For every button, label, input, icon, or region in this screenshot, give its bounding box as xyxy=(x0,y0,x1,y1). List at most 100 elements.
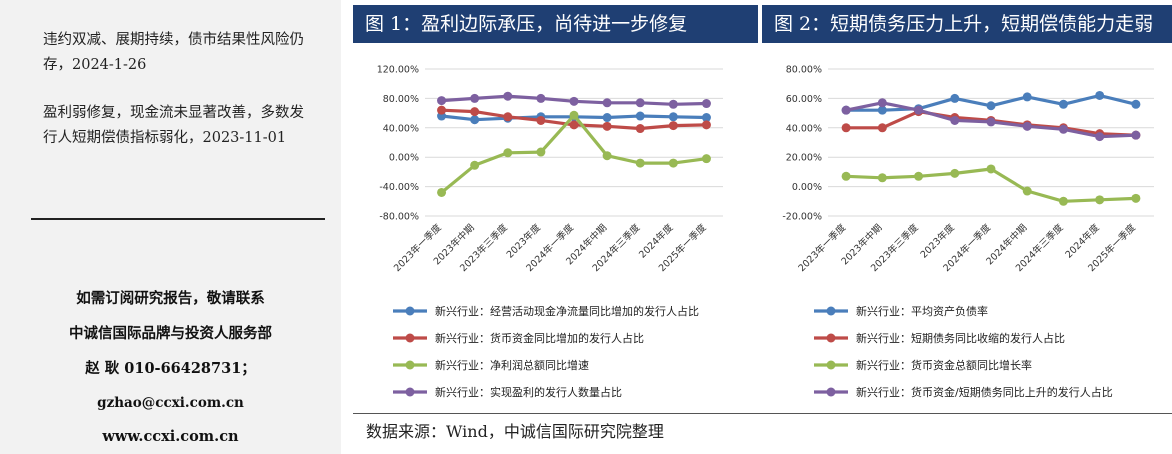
chart2-series-2-point xyxy=(841,123,851,133)
chart1-y-tick-label: 0.00% xyxy=(389,153,419,164)
chart1-legend-label: 新兴行业：货币资金同比增加的发行人占比 xyxy=(435,331,644,345)
chart1-series-3-point xyxy=(701,154,711,164)
chart1-series-2-point xyxy=(503,112,513,122)
chart2-series-1-point xyxy=(950,93,960,103)
chart2-x-tick-label: 2024年度 xyxy=(1063,221,1102,260)
chart2-series-4-point xyxy=(1058,124,1068,134)
source-note: 数据来源：Wind，中诚信国际研究院整理 xyxy=(366,422,664,441)
chart2-legend-marker xyxy=(826,387,836,397)
chart2-series-3-point xyxy=(1058,196,1068,206)
chart2-y-tick-label: 40.00% xyxy=(786,123,822,134)
chart1-series-4-point xyxy=(635,98,645,108)
chart1-series-2-point xyxy=(437,105,447,115)
chart2-series-4-point xyxy=(950,115,960,125)
chart2-series-3-point xyxy=(877,173,887,183)
chart1-series-2-point xyxy=(701,120,711,130)
chart2-series-1-point xyxy=(877,105,887,115)
chart2-series-3-point xyxy=(986,164,996,174)
chart-1: 120.00% 80.00% 40.00% 0.00% -40.00% -80.00%20… xyxy=(377,65,723,399)
chart1-series-3-point xyxy=(536,147,546,157)
chart2-series-3-point xyxy=(1022,186,1032,196)
chart1-legend-marker xyxy=(405,360,415,370)
chart2-series-1-point xyxy=(986,101,996,111)
source-rule xyxy=(353,413,1172,414)
chart2-legend-marker xyxy=(826,333,836,343)
sidebar: 违约双减、展期持续，债市结果性风险仍存，2024-1-26 盈利弱修复，现金流未… xyxy=(0,0,341,454)
chart2-series-1-point xyxy=(1058,99,1068,109)
chart1-series-1-point xyxy=(635,111,645,121)
chart1-series-3-point xyxy=(569,110,579,120)
chart1-series-4-point xyxy=(437,96,447,106)
news-item-1[interactable]: 违约双减、展期持续，债市结果性风险仍存，2024-1-26 xyxy=(43,32,304,73)
chart1-series-4-point xyxy=(701,99,711,109)
contact-website[interactable]: www.ccxi.com.cn xyxy=(102,428,239,445)
contact-line-2: 中诚信国际品牌与投资人服务部 xyxy=(69,325,272,342)
chart1-series-1-point xyxy=(602,113,612,123)
chart1-series-2-point xyxy=(668,121,678,131)
chart1-legend-marker xyxy=(405,333,415,343)
chart2-y-tick-label: 0.00% xyxy=(792,182,822,193)
chart1-legend-label: 新兴行业：净利润总额同比增速 xyxy=(435,358,589,372)
chart2-series-4-point xyxy=(914,105,924,115)
chart1-series-1-point xyxy=(668,112,678,122)
chart1-series-2-point xyxy=(569,120,579,130)
chart1-series-3-point xyxy=(503,148,513,158)
chart2-x-tick-label: 2023年度 xyxy=(918,221,957,260)
chart1-legend-label: 新兴行业：实现盈利的发行人数量占比 xyxy=(435,385,622,399)
chart2-series-3-point xyxy=(1095,195,1105,205)
contact-line-1: 如需订阅研究报告，敬请联系 xyxy=(76,290,265,307)
chart1-series-3-point xyxy=(668,158,678,168)
chart1-series-3-point xyxy=(437,187,447,197)
chart2-x-tick-label: 2023年一季度 xyxy=(796,221,849,274)
chart1-series-2-point xyxy=(602,121,612,131)
chart1-y-tick-label: 120.00% xyxy=(377,65,419,76)
chart2-series-3-line xyxy=(844,167,1138,203)
news-item-2[interactable]: 盈利弱修复，现金流未显著改善，多数发行人短期偿债指标弱化，2023-11-01 xyxy=(43,105,304,146)
chart2-series-4-point xyxy=(1022,121,1032,131)
chart2-legend-label: 新兴行业：货币资金/短期债务同比上升的发行人占比 xyxy=(856,385,1113,399)
chart1-series-2-point xyxy=(635,124,645,134)
chart2-series-3-point xyxy=(1131,193,1141,203)
chart1-series-3-point xyxy=(602,151,612,161)
chart2-legend-marker xyxy=(826,360,836,370)
chart1-y-tick-label: -40.00% xyxy=(379,182,419,193)
chart2-series-2-point xyxy=(877,123,887,133)
contact-phone: 赵 耿 010-66428731； xyxy=(85,360,256,377)
contact-email[interactable]: gzhao@ccxi.com.cn xyxy=(97,395,244,411)
chart2-series-3-point xyxy=(914,171,924,181)
chart1-series-4-point xyxy=(668,99,678,109)
chart2-legend-marker xyxy=(826,306,836,316)
divider xyxy=(31,218,325,220)
chart1-y-tick-label: 80.00% xyxy=(383,94,419,105)
chart1-series-1-point xyxy=(701,113,711,123)
chart1-series-4-point xyxy=(602,98,612,108)
chart1-legend-marker xyxy=(405,387,415,397)
chart2-legend-label: 新兴行业：短期债务同比收缩的发行人占比 xyxy=(856,331,1065,345)
chart1-series-3-point xyxy=(470,160,480,170)
chart2-series-1-point xyxy=(1095,90,1105,100)
chart1-series-4-point xyxy=(569,96,579,106)
figure-1-header: 图 1：盈利边际承压，尚待进一步修复 xyxy=(353,5,758,43)
chart2-series-4-point xyxy=(841,105,851,115)
chart1-series-4-point xyxy=(470,93,480,103)
chart1-y-tick-label: 40.00% xyxy=(383,123,419,134)
chart1-series-4-point xyxy=(503,91,513,101)
figure-2-header: 图 2：短期债务压力上升，短期偿债能力走弱 xyxy=(762,5,1172,43)
chart2-y-tick-label: 20.00% xyxy=(786,153,822,164)
chart2-y-tick-label: 60.00% xyxy=(786,94,822,105)
chart1-x-tick-label: 2023年一季度 xyxy=(391,221,444,274)
chart1-series-4-point xyxy=(536,93,546,103)
chart2-series-4-point xyxy=(986,117,996,127)
chart2-legend-label: 新兴行业：平均资产负债率 xyxy=(856,304,988,318)
chart2-series-1-point xyxy=(1022,92,1032,102)
chart1-y-tick-label: -80.00% xyxy=(379,212,419,223)
chart-2: 80.00%60.00%40.00%20.00%0.00%-20.00%2023… xyxy=(782,65,1154,399)
chart2-legend-label: 新兴行业：货币资金总额同比增长率 xyxy=(856,358,1032,372)
chart2-series-3-point xyxy=(950,168,960,178)
chart1-legend-marker xyxy=(405,306,415,316)
chart2-y-tick-label: 80.00% xyxy=(786,65,822,76)
chart2-series-4-point xyxy=(1095,132,1105,142)
chart1-legend-label: 新兴行业：经营活动现金净流量同比增加的发行人占比 xyxy=(435,304,699,318)
chart1-series-2-point xyxy=(536,115,546,125)
chart2-series-3-point xyxy=(841,171,851,181)
